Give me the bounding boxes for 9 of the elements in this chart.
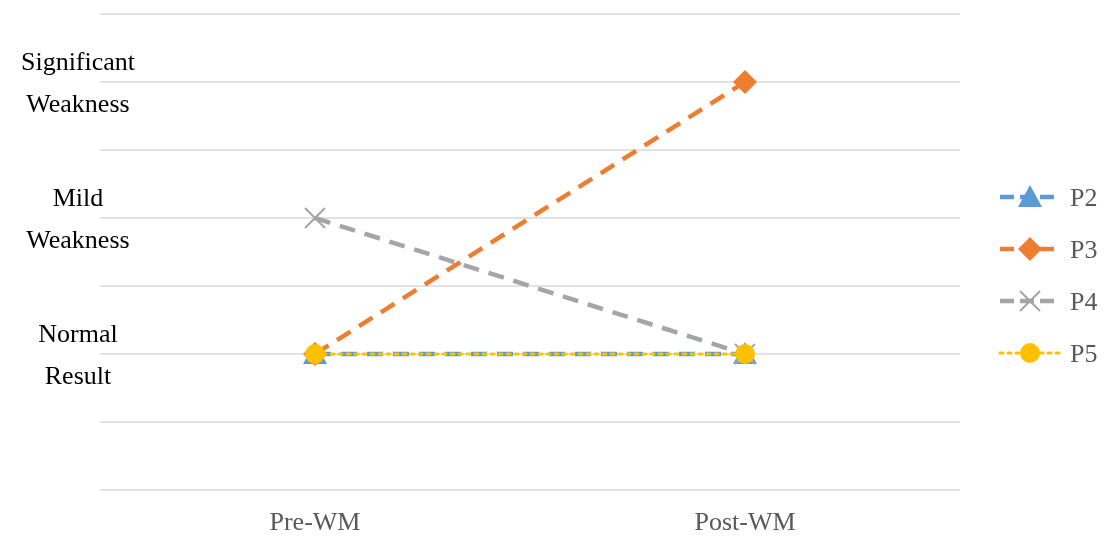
x-tick-label: Post-WM [694,507,796,536]
legend-label: P4 [1070,287,1098,316]
annotation: Significant Weakness [20,47,136,118]
legend-label: P2 [1070,183,1098,212]
legend-label: P3 [1070,235,1098,264]
x-tick-label: Pre-WM [269,507,361,536]
legend-label: P5 [1070,339,1098,368]
annotation: Mild Weakness [26,183,130,254]
annotation: Normal Result [38,319,118,390]
